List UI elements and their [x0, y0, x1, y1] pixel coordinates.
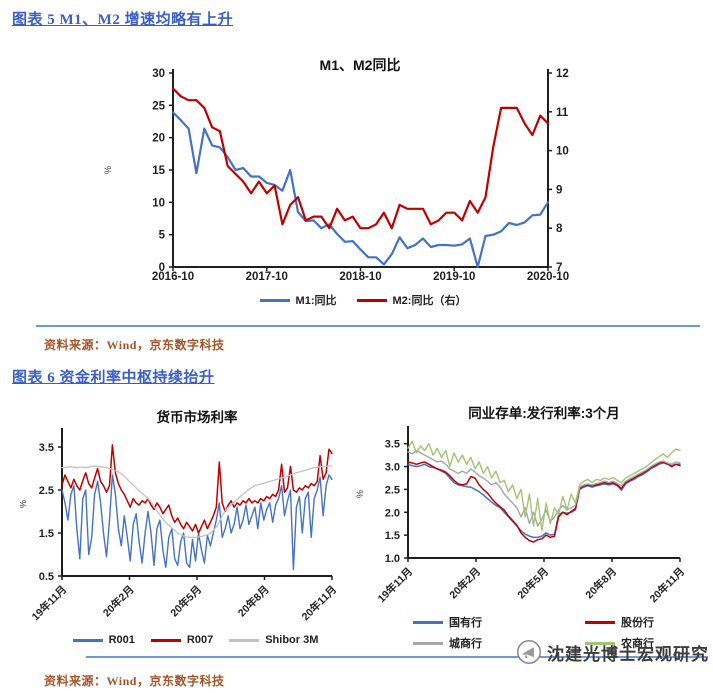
m1-m2-yoy-chart-svg: M1、M2同比% 0 5 10 15 20 25 30 7 8 9 10 11 12 2016-10 2017… — [103, 57, 569, 283]
series-line — [61, 465, 333, 538]
y-axis-unit: % — [356, 490, 365, 498]
ncd-issuance-rate-chart: 同业存单:发行利率:3个月% 1.0 1.5 2.0 2.5 3.0 3.5 19年11月 20… — [356, 402, 708, 662]
series-line — [61, 474, 333, 571]
svg-text:20: 20 — [152, 133, 165, 145]
svg-text:30: 30 — [152, 68, 165, 80]
svg-text:1.0: 1.0 — [385, 553, 400, 565]
legend-swatch — [356, 298, 387, 302]
svg-text:2018-10: 2018-10 — [339, 271, 381, 283]
money-market-rates-chart-svg: 货币市场利率% 0.5 1.5 2.5 3.5 19年11月 20年2月 20年5月 20年8月… — [20, 409, 339, 623]
series-line — [407, 440, 681, 532]
legend-label: Shibor 3M — [265, 634, 319, 646]
svg-text:20年11月: 20年11月 — [647, 565, 687, 605]
legend-label: 股份行 — [621, 617, 654, 629]
svg-text:3.0: 3.0 — [385, 462, 400, 474]
svg-text:20年8月: 20年8月 — [583, 565, 619, 601]
legend-item: M1:同比 — [259, 292, 337, 308]
chart-title: M1、M2同比 — [320, 57, 401, 73]
y-axis-unit: % — [103, 166, 113, 174]
series-line — [407, 461, 681, 543]
figure5-source-caption: 资料来源：Wind，京东数字科技 — [44, 338, 225, 352]
svg-text:20年2月: 20年2月 — [100, 583, 136, 619]
svg-text:12: 12 — [556, 68, 569, 80]
svg-text:2016-10: 2016-10 — [152, 271, 194, 283]
legend-swatch — [585, 620, 615, 624]
series-line — [61, 444, 333, 534]
legend-label: 国有行 — [449, 617, 482, 629]
svg-text:1.5: 1.5 — [385, 530, 400, 542]
legend-item: 农商行 — [585, 635, 713, 651]
figure5-title-link[interactable]: 图表 5 M1、M2 增速均略有上升 — [12, 12, 234, 28]
svg-text:0.5: 0.5 — [39, 571, 54, 583]
svg-text:15: 15 — [152, 165, 165, 177]
legend-label: M1:同比 — [295, 295, 337, 307]
svg-text:11: 11 — [556, 107, 569, 119]
svg-text:19年11月: 19年11月 — [29, 583, 69, 623]
svg-text:2.5: 2.5 — [39, 485, 54, 497]
money-market-rates-chart: 货币市场利率% 0.5 1.5 2.5 3.5 19年11月 20年2月 20年5月 20年8月… — [20, 406, 355, 656]
separator-line-bottom — [86, 656, 708, 658]
svg-text:1.5: 1.5 — [39, 528, 54, 540]
svg-text:10: 10 — [152, 197, 165, 209]
figure6-title-link[interactable]: 图表 6 资金利率中枢持续抬升 — [12, 370, 215, 386]
legend-label: 农商行 — [621, 638, 654, 650]
legend-item: 国有行 — [413, 614, 565, 630]
legend-label: R007 — [186, 634, 214, 646]
legend-item: 股份行 — [585, 614, 713, 630]
svg-text:2.5: 2.5 — [385, 484, 400, 496]
y-axis-unit: % — [20, 500, 28, 508]
svg-text:20年5月: 20年5月 — [515, 565, 551, 601]
legend-item: R001 — [72, 634, 135, 646]
legend-swatch — [72, 638, 103, 642]
ncd-chart-legend: 国有行 股份行城商行 农商行 — [413, 614, 713, 651]
svg-text:9: 9 — [556, 184, 562, 196]
svg-text:2017-10: 2017-10 — [246, 271, 288, 283]
chart-title: 同业存单:发行利率:3个月 — [468, 405, 620, 421]
brand-watermark-text: 沈建光博士宏观研究 — [547, 644, 709, 664]
svg-text:5: 5 — [159, 230, 166, 242]
legend-swatch — [259, 298, 290, 302]
legend-label: M2:同比（右） — [392, 295, 467, 307]
svg-text:3.5: 3.5 — [385, 439, 400, 451]
legend-item: M2:同比（右） — [356, 292, 467, 308]
series-line — [171, 87, 550, 230]
svg-text:7: 7 — [556, 262, 562, 274]
series-line — [407, 462, 681, 539]
svg-text:3.5: 3.5 — [39, 442, 54, 454]
svg-text:20年2月: 20年2月 — [447, 565, 483, 601]
legend-item: Shibor 3M — [229, 634, 318, 646]
m1-m2-chart-legend: M1:同比 M2:同比（右） — [128, 292, 598, 308]
svg-text:19年11月: 19年11月 — [375, 565, 415, 605]
svg-text:20年5月: 20年5月 — [168, 583, 204, 619]
series-line — [171, 111, 550, 269]
ncd-issuance-rate-chart-svg: 同业存单:发行利率:3个月% 1.0 1.5 2.0 2.5 3.0 3.5 19年11月 20… — [356, 405, 687, 605]
svg-text:2.0: 2.0 — [385, 507, 400, 519]
legend-swatch — [413, 641, 443, 645]
svg-text:8: 8 — [556, 223, 563, 235]
separator-line-top — [36, 325, 700, 327]
legend-label: 城商行 — [449, 638, 482, 650]
legend-item: 城商行 — [413, 635, 565, 651]
legend-swatch — [585, 641, 615, 645]
legend-item: R007 — [150, 634, 214, 646]
m1-m2-yoy-chart: M1、M2同比% 0 5 10 15 20 25 30 7 8 9 10 11 12 2016-10 2017… — [100, 56, 570, 318]
svg-text:2020-10: 2020-10 — [527, 271, 569, 283]
svg-text:2019-10: 2019-10 — [433, 271, 475, 283]
svg-text:25: 25 — [152, 100, 165, 112]
chart-title: 货币市场利率 — [156, 409, 238, 425]
svg-text:20年11月: 20年11月 — [299, 583, 339, 623]
svg-text:10: 10 — [556, 146, 569, 158]
brand-logo-icon — [516, 639, 542, 665]
legend-swatch — [150, 638, 181, 642]
figure6-source-caption: 资料来源：Wind，京东数字科技 — [44, 674, 225, 688]
legend-label: R001 — [108, 634, 135, 646]
money-market-chart-legend: R001 R007 Shibor 3M — [28, 634, 363, 646]
svg-text:0: 0 — [159, 262, 165, 274]
brand-watermark: 沈建光博士宏观研究 — [516, 639, 709, 665]
legend-swatch — [413, 620, 443, 624]
legend-swatch — [229, 638, 260, 642]
svg-text:20年8月: 20年8月 — [235, 583, 271, 619]
